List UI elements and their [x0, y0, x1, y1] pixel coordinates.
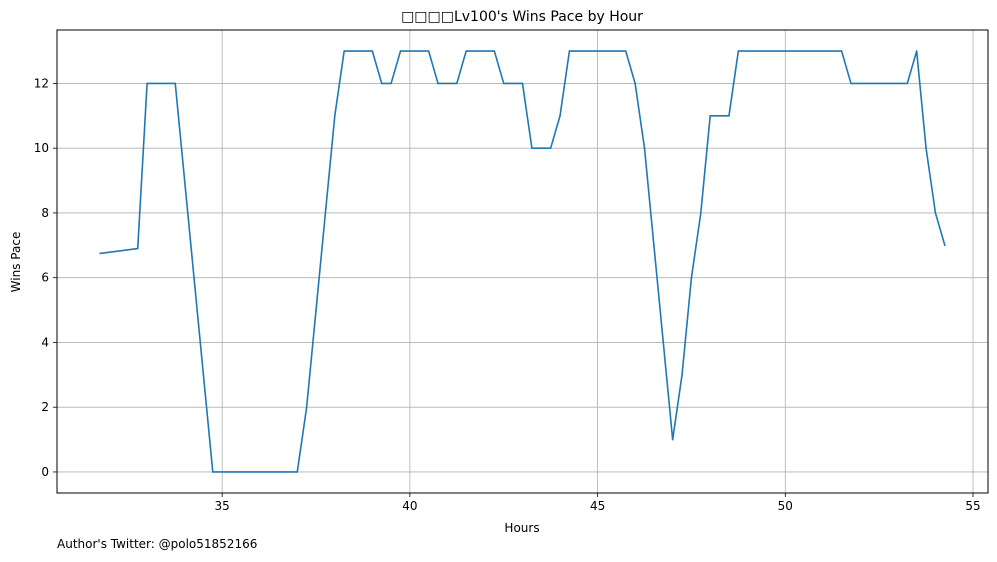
x-tick-label: 45 — [590, 499, 605, 513]
data-point — [456, 82, 458, 85]
x-axis-label: Hours — [504, 521, 539, 535]
data-point — [211, 471, 214, 473]
chart-title: □□□□Lv100's Wins Pace by Hour — [401, 9, 643, 25]
y-tick-label: 6 — [41, 271, 49, 285]
data-point — [915, 50, 918, 52]
data-point — [380, 82, 383, 85]
data-point — [925, 147, 927, 149]
data-point — [324, 212, 327, 214]
data-point — [728, 115, 730, 117]
y-tick-label: 12 — [34, 76, 49, 90]
plot-frame — [56, 29, 989, 494]
y-tick-label: 8 — [41, 206, 49, 220]
data-point — [333, 115, 336, 117]
data-point — [653, 244, 655, 247]
data-point — [465, 50, 467, 52]
data-point — [183, 179, 186, 182]
x-tick-label: 50 — [778, 499, 793, 513]
y-tick-label: 0 — [41, 465, 49, 479]
data-point — [193, 276, 195, 279]
data-point — [531, 147, 533, 149]
y-axis-label: Wins Pace — [9, 232, 23, 293]
data-point — [634, 82, 636, 85]
data-point — [549, 147, 552, 149]
data-point — [502, 82, 505, 85]
data-point — [390, 82, 392, 85]
y-tick-label: 4 — [41, 335, 49, 349]
data-point — [624, 50, 627, 52]
data-point — [671, 438, 674, 441]
data-point — [427, 50, 430, 52]
data-point — [662, 341, 665, 344]
data-point — [737, 50, 740, 52]
y-tick-label: 2 — [41, 400, 49, 414]
series-line — [100, 50, 946, 473]
x-tick-label: 40 — [402, 499, 417, 513]
data-point — [371, 50, 374, 52]
y-tick-label: 10 — [34, 141, 49, 155]
data-point — [305, 406, 308, 408]
data-point — [709, 115, 712, 117]
data-point — [399, 50, 402, 52]
data-point — [681, 374, 683, 376]
data-point — [906, 82, 909, 85]
series-layer — [99, 50, 946, 473]
data-point — [202, 374, 205, 376]
data-point — [493, 50, 496, 52]
data-point — [690, 276, 693, 279]
data-point — [437, 82, 439, 85]
data-point — [850, 82, 852, 85]
data-point — [99, 252, 101, 255]
author-credit: Author's Twitter: @polo51852166 — [57, 537, 258, 551]
data-point — [521, 82, 524, 85]
data-point — [944, 244, 946, 247]
data-point — [559, 115, 561, 117]
data-point — [840, 50, 843, 52]
data-point — [296, 471, 299, 473]
data-point — [174, 82, 177, 85]
data-point — [700, 212, 702, 214]
data-point — [136, 247, 139, 250]
data-point — [146, 82, 148, 85]
data-point — [568, 50, 571, 52]
x-tick-label: 35 — [215, 499, 230, 513]
data-point — [315, 309, 317, 311]
data-point — [343, 50, 345, 52]
x-tick-label: 55 — [965, 499, 980, 513]
grid-lines — [57, 30, 988, 493]
ticks: 35 40 45 50 55 0 2 4 6 8 10 12 — [34, 76, 981, 513]
data-point — [643, 147, 646, 149]
data-point — [934, 212, 937, 214]
